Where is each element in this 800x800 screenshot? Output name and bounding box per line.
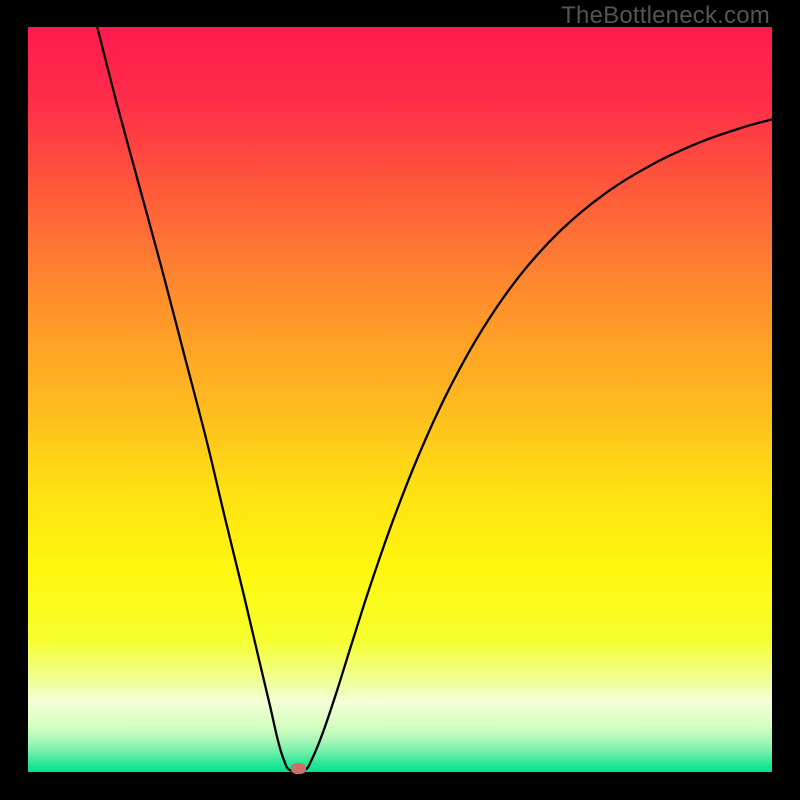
frame-bottom: [0, 772, 800, 800]
plot-area: [28, 27, 772, 772]
chart-root: TheBottleneck.com: [0, 0, 800, 800]
watermark-text: TheBottleneck.com: [561, 2, 770, 30]
valley-marker: [291, 763, 306, 774]
frame-right: [772, 0, 800, 800]
plot-svg: [28, 27, 772, 772]
frame-left: [0, 0, 28, 800]
